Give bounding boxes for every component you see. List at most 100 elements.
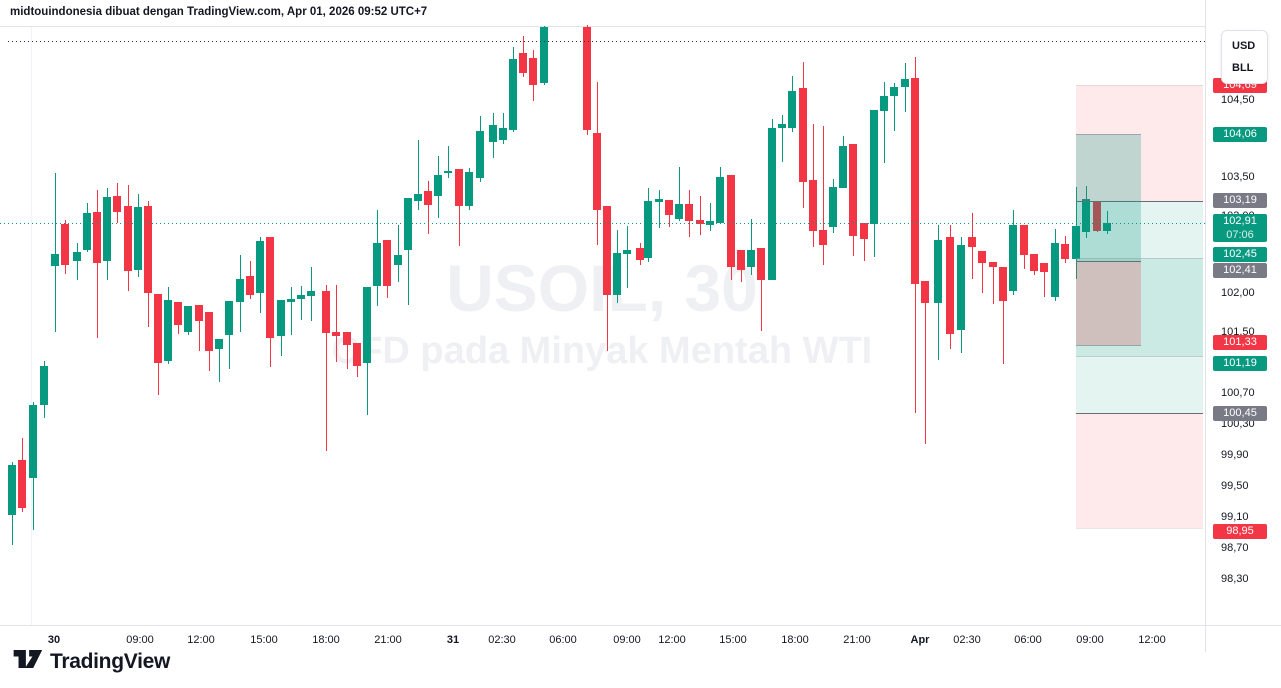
chart-plot-area[interactable]: USOIL, 30 CFD pada Minyak Mentah WTI [0, 0, 1205, 625]
last-price-dotted-line [0, 222, 1205, 224]
candle-body [675, 204, 683, 219]
candle-body [978, 251, 986, 263]
candle-body [73, 252, 81, 262]
candle-wick [982, 251, 983, 293]
time-axis[interactable]: 30 09:00 12:00 15:00 18:00 21:00 31 02:30 06:00 0… [0, 626, 1205, 652]
candle-body [113, 195, 121, 212]
candle-wick [993, 262, 994, 304]
position-tool-2-stop-zone[interactable] [1076, 261, 1141, 345]
candle-body [455, 169, 463, 206]
candle-body [103, 197, 111, 262]
candle-body [195, 304, 203, 321]
time-axis-label: 15:00 [719, 634, 747, 646]
candle-body [174, 302, 182, 325]
tradingview-logo[interactable]: TradingView [12, 646, 170, 677]
candle-wick [347, 332, 348, 369]
tradingview-logo-icon [12, 646, 43, 677]
time-axis-label: Apr [910, 634, 930, 646]
position-tool-2-entry-line[interactable] [1076, 261, 1141, 263]
candle-body [1009, 225, 1017, 291]
position-tool-1-stop-zone[interactable] [1076, 85, 1203, 202]
candle-body [509, 59, 517, 131]
price-badge-up[interactable]: 102,45 [1213, 247, 1267, 263]
candle-body [999, 266, 1007, 301]
candle-body [1061, 244, 1069, 260]
candle-body [1040, 262, 1048, 273]
candle-wick [291, 286, 292, 335]
candle-wick [864, 222, 865, 262]
candle-body [1020, 225, 1028, 256]
candle-body [1082, 198, 1090, 232]
position-tool-3-stop-zone[interactable] [1076, 412, 1203, 529]
position-tool-3-target-line[interactable] [1076, 258, 1203, 260]
position-tool-1-stop-line[interactable] [1076, 85, 1203, 87]
time-axis-label: 09:00 [126, 634, 154, 646]
price-badge-down[interactable]: 98,95 [1213, 524, 1267, 540]
candle-body [613, 252, 621, 296]
position-tool-3-stop-line[interactable] [1076, 528, 1203, 530]
candle-body [394, 255, 402, 266]
candle-body [489, 124, 497, 142]
position-tool-3-target-zone[interactable] [1076, 258, 1203, 413]
candle-body [968, 236, 976, 247]
candle-body [434, 174, 442, 196]
position-tool-1-entry-line[interactable] [1076, 201, 1203, 203]
candle-body [205, 312, 213, 351]
price-badge-up[interactable]: 101,19 [1213, 355, 1267, 371]
candle-wick [751, 218, 752, 276]
position-tool-3-entry-line[interactable] [1076, 412, 1203, 414]
position-tool-2-target-zone[interactable] [1076, 133, 1141, 262]
currency-button[interactable]: USD [1232, 40, 1256, 52]
price-axis-label: 104,50 [1221, 94, 1255, 106]
candle-body [83, 213, 91, 250]
candle-wick [97, 190, 98, 338]
candle-wick [459, 169, 460, 246]
price-badge-gray[interactable]: 102,41 [1213, 263, 1267, 279]
position-tool-2-stop-line[interactable] [1076, 344, 1141, 346]
candle-body [757, 248, 765, 280]
time-axis-label: 02:30 [953, 634, 981, 646]
price-badge-gray[interactable]: 103,19 [1213, 193, 1267, 209]
candle-wick [894, 83, 895, 131]
candle-wick [905, 62, 906, 112]
candle-wick [700, 195, 701, 236]
candle-wick [884, 82, 885, 164]
candle-body [727, 174, 735, 267]
candle-body [890, 86, 898, 97]
candle-body [768, 127, 776, 280]
candle-body [29, 404, 37, 479]
candle-wick [398, 225, 399, 283]
candle-body [583, 26, 591, 131]
candle-body [529, 58, 537, 86]
position-tool-2-target-line[interactable] [1076, 133, 1141, 135]
candle-wick [55, 173, 56, 332]
price-badge-up[interactable]: 104,06 [1213, 126, 1267, 142]
candle-body [93, 211, 101, 263]
candle-wick [326, 285, 327, 452]
candle-body [1030, 253, 1038, 272]
time-axis-label: 06:00 [549, 634, 577, 646]
unit-button[interactable]: BLL [1232, 62, 1254, 74]
candle-body [540, 26, 548, 83]
candle-body [322, 290, 330, 334]
candle-body [716, 177, 724, 223]
candle-body [343, 332, 351, 346]
candle-body [8, 465, 16, 516]
price-badge-down[interactable]: 101,33 [1213, 334, 1267, 350]
candle-body [655, 198, 663, 202]
position-tool-1-target-line[interactable] [1076, 355, 1203, 357]
axis-unit-selector[interactable]: USD BLL [1221, 30, 1268, 84]
price-axis[interactable]: 104,50103,50103,00102,00101,50100,70100,… [1206, 0, 1281, 625]
price-axis-label: 99,10 [1221, 510, 1249, 523]
price-badge-gray[interactable]: 100,45 [1213, 405, 1267, 421]
candle-body [40, 366, 48, 405]
session-gridline [31, 26, 32, 625]
candle-body [184, 306, 192, 333]
time-axis-label: 02:30 [488, 634, 516, 646]
candle-wick [1044, 262, 1045, 297]
alert-dotted-line[interactable] [8, 41, 1205, 43]
position-tool-1-target-zone[interactable] [1076, 201, 1203, 356]
candle-wick [761, 248, 762, 331]
time-axis-label: 18:00 [781, 634, 809, 646]
candle-wick [782, 115, 783, 162]
